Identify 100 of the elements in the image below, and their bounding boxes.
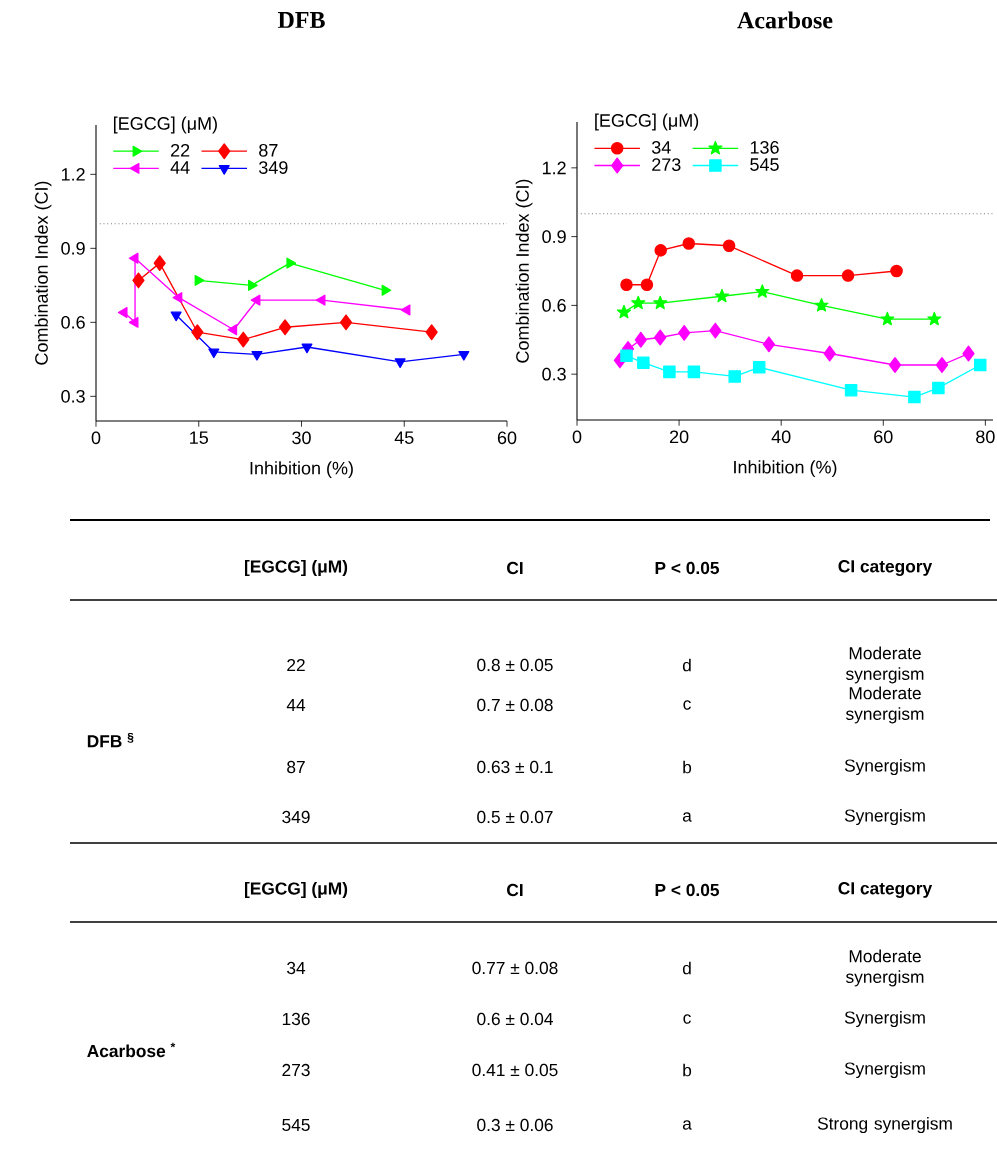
text: a xyxy=(682,1120,692,1130)
legend-label: 44 xyxy=(170,161,190,174)
x-tick-label: 40 xyxy=(771,430,791,444)
x-tick-label: 80 xyxy=(976,430,995,444)
text: 44 xyxy=(286,699,306,711)
point xyxy=(381,284,392,296)
text: [EGCG] (μM) xyxy=(244,559,348,577)
point xyxy=(394,358,406,369)
y-tick-label: 0.3 xyxy=(61,389,85,403)
chart-title: DFB xyxy=(277,12,325,28)
chart-title: Acarbose xyxy=(737,11,833,29)
point xyxy=(400,304,411,316)
point xyxy=(880,311,895,326)
point xyxy=(191,324,204,341)
point xyxy=(844,383,858,397)
text: Synergism xyxy=(844,1010,925,1028)
point xyxy=(208,348,220,359)
point xyxy=(890,264,903,278)
point xyxy=(227,324,238,336)
text: d xyxy=(682,961,691,975)
point xyxy=(927,311,942,326)
point xyxy=(117,306,128,318)
x-tick-label: 45 xyxy=(394,431,414,444)
text: Synergism xyxy=(844,758,925,776)
point xyxy=(170,311,182,322)
y-tick-label: 0.6 xyxy=(542,299,566,312)
y-axis-title: Combination Index (CI) xyxy=(515,179,533,363)
text: 0.7 ± 0.08 xyxy=(477,698,553,712)
point xyxy=(640,278,654,292)
text: Moderate synergism xyxy=(846,949,924,987)
legend-title: [EGCG] (μM) xyxy=(595,113,699,131)
point xyxy=(962,345,975,362)
point xyxy=(250,294,261,306)
x-tick-label: 15 xyxy=(190,431,209,444)
text: 0.63 ± 0.1 xyxy=(477,760,553,774)
text: b xyxy=(683,760,692,774)
point xyxy=(637,356,650,369)
text: 34 xyxy=(287,961,306,975)
y-tick-label: 0.3 xyxy=(542,367,566,381)
point xyxy=(682,237,696,250)
point xyxy=(663,365,676,379)
point xyxy=(286,257,297,269)
point xyxy=(714,288,730,303)
text: CI category xyxy=(838,560,933,576)
point xyxy=(653,295,668,310)
legend-label: 87 xyxy=(259,143,278,157)
point xyxy=(458,350,470,361)
point xyxy=(654,244,667,257)
point xyxy=(823,345,836,362)
point xyxy=(339,314,353,331)
point xyxy=(722,239,736,253)
x-tick-label: 20 xyxy=(669,430,689,444)
legend-title: [EGCG] (μM) xyxy=(113,116,217,134)
text: 136 xyxy=(282,1012,310,1026)
legend-label: 22 xyxy=(171,143,190,157)
point xyxy=(888,357,902,373)
point xyxy=(762,336,776,353)
text: d xyxy=(682,658,691,672)
text: CI xyxy=(507,561,523,575)
text: Moderate synergism xyxy=(846,686,924,724)
text: [EGCG] (μM) xyxy=(244,881,348,899)
legend-label: 273 xyxy=(652,158,681,171)
legend-label: 34 xyxy=(651,141,671,154)
legend-label: 136 xyxy=(750,141,779,154)
x-tick-label: 60 xyxy=(497,431,517,445)
point xyxy=(620,278,633,292)
text: CI category xyxy=(838,882,933,898)
point xyxy=(634,331,647,348)
point xyxy=(315,294,326,306)
point xyxy=(755,284,770,298)
legend-label: 545 xyxy=(750,158,779,171)
text: Synergism xyxy=(844,1061,925,1079)
text: 545 xyxy=(282,1118,310,1132)
point xyxy=(935,357,949,373)
x-tick-label: 0 xyxy=(572,430,582,444)
x-axis-title: Inhibition (%) xyxy=(250,461,353,479)
point xyxy=(425,324,438,341)
text: 87 xyxy=(287,760,305,774)
point xyxy=(237,331,250,348)
text: 0.41 ± 0.05 xyxy=(472,1063,558,1077)
text: 0.3 ± 0.06 xyxy=(477,1118,553,1132)
point xyxy=(932,381,945,395)
text: 0.77 ± 0.08 xyxy=(472,961,558,975)
point xyxy=(654,329,667,346)
y-tick-label: 1.2 xyxy=(542,161,566,175)
point xyxy=(841,269,855,282)
point xyxy=(678,324,691,341)
point xyxy=(278,319,292,336)
point xyxy=(687,365,701,379)
x-tick-label: 60 xyxy=(874,430,893,444)
point xyxy=(709,322,722,339)
x-axis-title: Inhibition (%) xyxy=(734,460,837,478)
point xyxy=(132,272,145,289)
point xyxy=(194,274,205,286)
text: Strong synergism xyxy=(817,1116,952,1134)
y-tick-label: 0.9 xyxy=(61,241,85,255)
point xyxy=(172,292,183,304)
text: DFB $^{§}$ xyxy=(87,732,134,748)
text: 349 xyxy=(282,810,310,824)
point xyxy=(728,370,741,383)
